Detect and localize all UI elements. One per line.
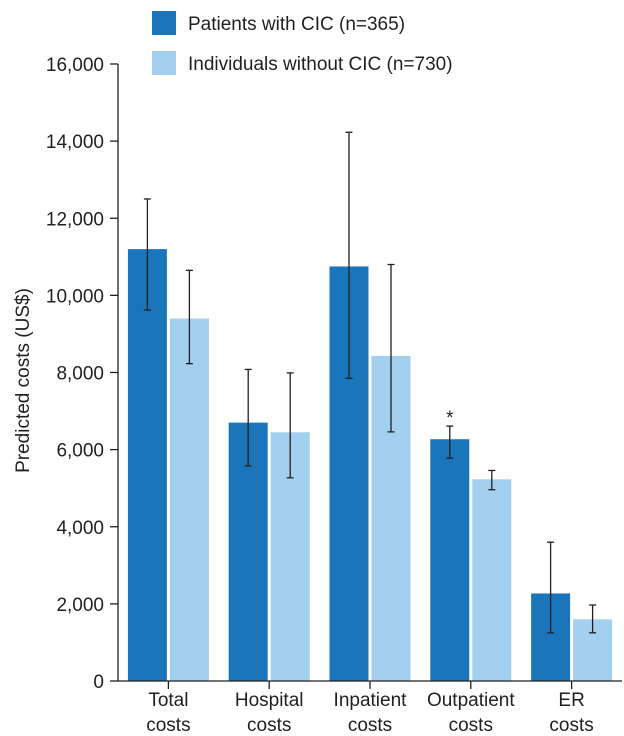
legend-label-1: Individuals without CIC (n=730)	[188, 54, 453, 75]
y-tick-label: 14,000	[46, 132, 104, 153]
y-tick-label: 10,000	[46, 286, 104, 307]
x-tick-label: ER	[558, 690, 584, 711]
x-tick-label-line2: costs	[348, 715, 392, 736]
x-tick-label: Hospital	[235, 690, 304, 711]
bars-group: *	[127, 131, 613, 681]
y-tick-label: 4,000	[56, 518, 104, 539]
bar-0-1	[169, 318, 209, 681]
bar-3-1	[472, 479, 512, 681]
x-tick-label: Total	[148, 690, 188, 711]
significance-marker: *	[446, 408, 454, 429]
y-tick-label: 2,000	[56, 595, 104, 616]
error-bar-4-1	[589, 604, 597, 634]
y-axis: 0 2,000 4,000 6,000 8,000 10,000 12,000 14,000 1…	[13, 55, 119, 693]
error-bar-3-0	[446, 425, 454, 459]
x-tick-label: Outpatient	[427, 690, 515, 711]
legend-label-0: Patients with CIC (n=365)	[188, 14, 405, 35]
x-tick-label-line2: costs	[449, 715, 493, 736]
x-axis: Total costs Hospital costs Inpatient costs Out…	[118, 680, 622, 736]
y-axis-title: Predicted costs (US$)	[13, 288, 34, 473]
error-bar-0-1	[185, 269, 193, 365]
legend-swatch-0	[152, 11, 176, 35]
error-bar-4-0	[547, 541, 555, 634]
y-tick-label: 8,000	[56, 364, 104, 385]
error-bar-1-1	[286, 372, 294, 479]
y-tick-label: 12,000	[46, 209, 104, 230]
x-tick-label-line2: costs	[549, 715, 593, 736]
x-tick-label: Inpatient	[334, 690, 408, 711]
legend-swatch-1	[152, 51, 176, 75]
error-bar-3-1	[488, 469, 496, 491]
x-tick-label-line2: costs	[146, 715, 190, 736]
bar-0-0	[127, 249, 167, 681]
error-bar-1-0	[244, 368, 252, 467]
error-bar-0-0	[143, 198, 151, 311]
y-tick-label: 6,000	[56, 441, 104, 462]
error-bar-2-1	[387, 263, 395, 433]
y-tick-label: 0	[93, 672, 104, 693]
legend: Patients with CIC (n=365) Individuals wit…	[152, 11, 453, 75]
y-tick-label: 16,000	[46, 55, 104, 76]
x-tick-label-line2: costs	[247, 715, 291, 736]
bar-3-0	[430, 439, 470, 681]
error-bar-2-0	[345, 131, 353, 379]
